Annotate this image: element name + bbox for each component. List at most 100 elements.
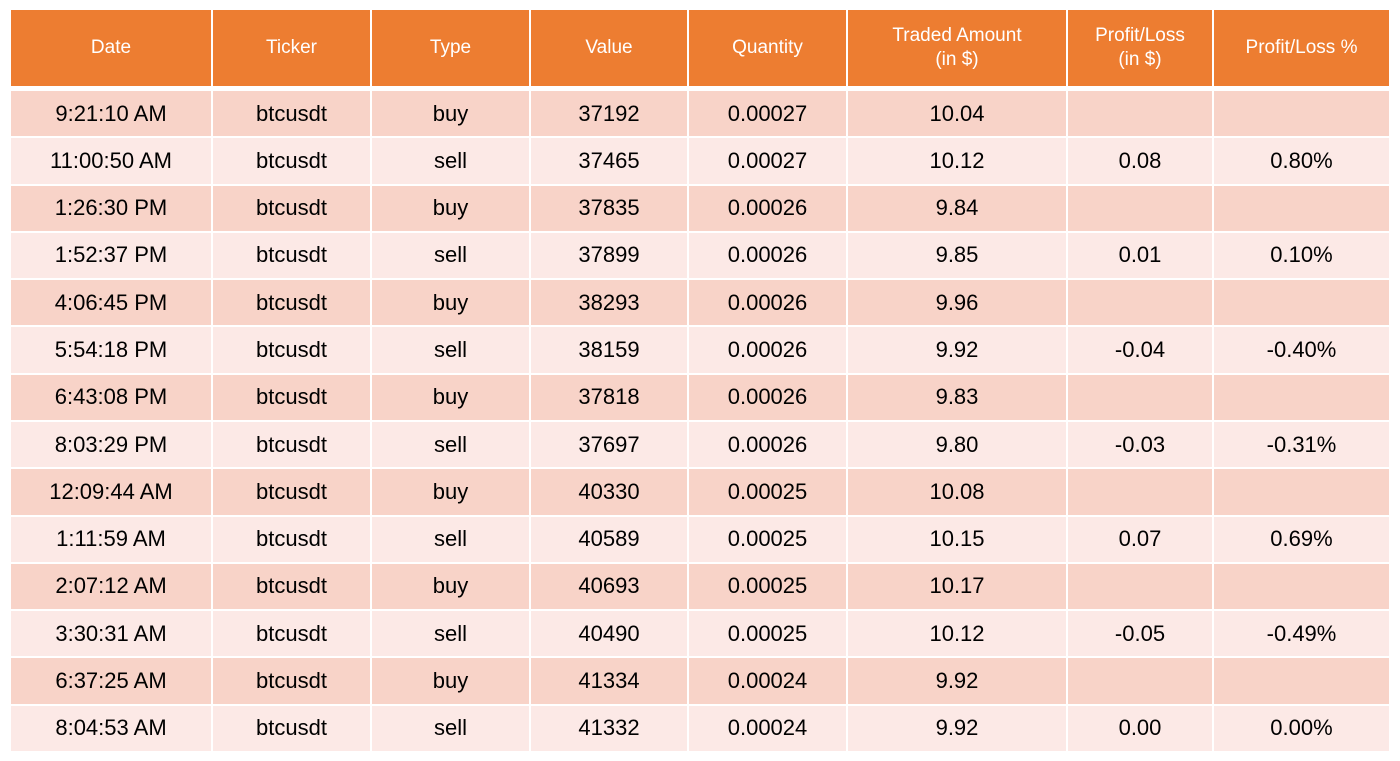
header-text: (in $) <box>1118 49 1162 70</box>
table-cell <box>1068 185 1212 231</box>
table-cell: btcusdt <box>213 705 370 751</box>
table-cell: 40330 <box>531 469 687 515</box>
table-cell: 37835 <box>531 185 687 231</box>
table-cell: 0.00026 <box>689 327 846 373</box>
table-cell <box>1068 374 1212 420</box>
table-cell <box>1214 280 1389 326</box>
table-cell: 0.00% <box>1214 705 1389 751</box>
table-cell: 12:09:44 AM <box>11 469 211 515</box>
table-cell: 1:52:37 PM <box>11 232 211 279</box>
header-cell: Type <box>372 10 529 86</box>
table-cell <box>1068 658 1212 704</box>
table-cell <box>1214 91 1389 137</box>
table-cell: btcusdt <box>213 185 370 231</box>
table-cell: 40490 <box>531 611 687 657</box>
table-cell: 37818 <box>531 374 687 420</box>
table-cell: 38159 <box>531 327 687 373</box>
table-cell: 6:43:08 PM <box>11 374 211 420</box>
table-cell: 9.85 <box>848 232 1066 279</box>
table-cell <box>1068 91 1212 137</box>
table-cell: 41332 <box>531 705 687 751</box>
table-cell <box>1214 658 1389 704</box>
table-cell: buy <box>372 280 529 326</box>
table-cell: sell <box>372 422 529 468</box>
table-cell: btcusdt <box>213 658 370 704</box>
table-cell: -0.40% <box>1214 327 1389 373</box>
table-cell: sell <box>372 232 529 279</box>
table-cell: 37465 <box>531 138 687 184</box>
table-cell: 37192 <box>531 91 687 137</box>
table-cell: 8:03:29 PM <box>11 422 211 468</box>
table-cell: 0.00 <box>1068 705 1212 751</box>
header-text: Profit/Loss % <box>1245 37 1358 58</box>
table-cell: 9.96 <box>848 280 1066 326</box>
table-cell <box>1214 563 1389 610</box>
table-cell: buy <box>372 374 529 420</box>
table-cell: 40589 <box>531 516 687 562</box>
table-cell <box>1214 469 1389 515</box>
table-cell: 1:26:30 PM <box>11 185 211 231</box>
table-cell: 10.08 <box>848 469 1066 515</box>
table-cell: 0.00026 <box>689 232 846 279</box>
table-cell: btcusdt <box>213 469 370 515</box>
table-cell: 0.00026 <box>689 374 846 420</box>
table-cell: -0.04 <box>1068 327 1212 373</box>
header-text: Date <box>90 37 132 58</box>
header-cell: Quantity <box>689 10 846 86</box>
table-cell: btcusdt <box>213 232 370 279</box>
header-text: Type <box>429 37 472 58</box>
table-cell: 9.80 <box>848 422 1066 468</box>
table-cell: 10.04 <box>848 91 1066 137</box>
table-cell: 9.83 <box>848 374 1066 420</box>
table-cell: -0.49% <box>1214 611 1389 657</box>
table-cell: 0.01 <box>1068 232 1212 279</box>
header-text: Value <box>585 37 633 58</box>
table-cell: 37697 <box>531 422 687 468</box>
table-cell: 40693 <box>531 563 687 610</box>
table-cell: 10.17 <box>848 563 1066 610</box>
table-cell: 2:07:12 AM <box>11 563 211 610</box>
table-cell: 10.12 <box>848 138 1066 184</box>
table-cell: 8:04:53 AM <box>11 705 211 751</box>
table-cell: btcusdt <box>213 374 370 420</box>
table-cell: 0.00026 <box>689 185 846 231</box>
table-cell: 11:00:50 AM <box>11 138 211 184</box>
header-text: Traded Amount <box>892 25 1022 46</box>
table-cell <box>1068 563 1212 610</box>
table-cell: 0.00024 <box>689 705 846 751</box>
table-cell: 41334 <box>531 658 687 704</box>
header-cell: Traded Amount (in $) <box>848 10 1066 86</box>
table-cell: btcusdt <box>213 138 370 184</box>
table-cell: 0.00025 <box>689 469 846 515</box>
table-cell: 4:06:45 PM <box>11 280 211 326</box>
header-cell: Profit/Loss (in $) <box>1068 10 1212 86</box>
table-cell: sell <box>372 705 529 751</box>
table-cell: 0.00025 <box>689 516 846 562</box>
header-cell: Value <box>531 10 687 86</box>
table-cell: btcusdt <box>213 516 370 562</box>
table-cell: 0.00025 <box>689 611 846 657</box>
header-cell: Date <box>11 10 211 86</box>
table-cell: sell <box>372 611 529 657</box>
table-cell: 0.10% <box>1214 232 1389 279</box>
table-cell: 9.92 <box>848 327 1066 373</box>
table-cell: 3:30:31 AM <box>11 611 211 657</box>
table-cell: 37899 <box>531 232 687 279</box>
table-cell: sell <box>372 516 529 562</box>
table-cell: btcusdt <box>213 611 370 657</box>
table-cell: 0.07 <box>1068 516 1212 562</box>
table-cell: btcusdt <box>213 91 370 137</box>
table-cell: -0.31% <box>1214 422 1389 468</box>
table-cell: 0.08 <box>1068 138 1212 184</box>
table-cell: 38293 <box>531 280 687 326</box>
table-cell: 1:11:59 AM <box>11 516 211 562</box>
table-cell: btcusdt <box>213 422 370 468</box>
table-cell: 0.00026 <box>689 422 846 468</box>
header-cell: Profit/Loss % <box>1214 10 1389 86</box>
table-cell: buy <box>372 91 529 137</box>
table-cell: btcusdt <box>213 327 370 373</box>
table-cell: buy <box>372 563 529 610</box>
table-cell: 5:54:18 PM <box>11 327 211 373</box>
header-text: Quantity <box>732 37 803 58</box>
